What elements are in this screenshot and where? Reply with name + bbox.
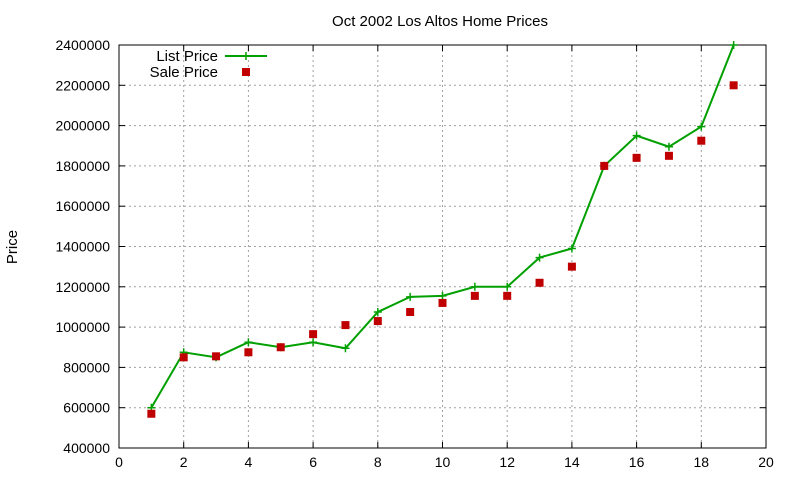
x-tick-label: 4 bbox=[245, 454, 253, 470]
sale-price-point bbox=[535, 278, 544, 287]
list-price-point bbox=[503, 282, 512, 291]
x-tick-label: 20 bbox=[758, 454, 774, 470]
y-tick-label: 600000 bbox=[63, 400, 110, 416]
y-tick-label: 1000000 bbox=[55, 319, 110, 335]
y-tick-label: 2200000 bbox=[55, 77, 110, 93]
sale-price-point bbox=[632, 153, 641, 162]
list-price-point bbox=[664, 142, 673, 151]
x-tick-label: 18 bbox=[694, 454, 710, 470]
x-tick-label: 10 bbox=[435, 454, 451, 470]
legend: List Price Sale Price bbox=[150, 48, 267, 81]
list-price-point bbox=[309, 338, 318, 347]
x-tick-label: 2 bbox=[180, 454, 188, 470]
series-layer bbox=[147, 41, 738, 418]
sale-price-point bbox=[503, 291, 512, 300]
sale-price-point bbox=[697, 136, 706, 145]
y-tick-label: 2000000 bbox=[55, 118, 110, 134]
sale-price-point bbox=[147, 409, 156, 418]
sale-price-point bbox=[309, 330, 318, 339]
sale-price-point bbox=[470, 291, 479, 300]
legend-swatches bbox=[225, 52, 267, 76]
x-tick-label: 0 bbox=[115, 454, 123, 470]
sale-price-point bbox=[600, 161, 609, 170]
x-tick-label: 6 bbox=[309, 454, 317, 470]
legend-swatch-list-price-marker bbox=[242, 52, 250, 60]
list-price-point bbox=[729, 41, 738, 49]
y-tick-label: 1800000 bbox=[55, 158, 110, 174]
sale-price-point bbox=[438, 298, 447, 307]
x-tick-label: 16 bbox=[629, 454, 645, 470]
sale-price-point bbox=[212, 352, 221, 361]
x-tick-label: 8 bbox=[374, 454, 382, 470]
list-price-point bbox=[341, 344, 350, 353]
list-price-point bbox=[244, 338, 253, 347]
sale-price-point bbox=[373, 317, 382, 326]
y-tick-label: 2400000 bbox=[55, 37, 110, 53]
y-tick-label: 1400000 bbox=[55, 239, 110, 255]
legend-label-sale-price: Sale Price bbox=[150, 64, 218, 81]
sale-price-point bbox=[406, 307, 415, 316]
list-price-point bbox=[567, 244, 576, 253]
sale-price-point bbox=[244, 348, 253, 357]
y-tick-label: 1600000 bbox=[55, 198, 110, 214]
y-tick-label: 800000 bbox=[63, 359, 110, 375]
sale-price-point bbox=[729, 81, 738, 90]
legend-label-list-price: List Price bbox=[156, 48, 218, 65]
grid bbox=[119, 45, 766, 448]
list-price-point bbox=[697, 122, 706, 131]
sale-price-point bbox=[179, 353, 188, 362]
list-price-point bbox=[632, 131, 641, 140]
legend-swatch-sale-price bbox=[242, 68, 250, 76]
x-tick-label: 12 bbox=[499, 454, 515, 470]
list-price-point bbox=[438, 291, 447, 300]
chart-title: Oct 2002 Los Altos Home Prices bbox=[332, 13, 548, 30]
list-price-point bbox=[470, 282, 479, 291]
sale-price-point bbox=[664, 151, 673, 160]
sale-price-point bbox=[276, 343, 285, 352]
y-tick-label: 1200000 bbox=[55, 279, 110, 295]
y-axis-label: Price bbox=[4, 230, 21, 264]
y-tick-label: 400000 bbox=[63, 440, 110, 456]
x-tick-label: 14 bbox=[564, 454, 580, 470]
sale-price-point bbox=[567, 262, 576, 271]
list-price-point bbox=[373, 307, 382, 316]
list-price-point bbox=[535, 253, 544, 262]
sale-price-point bbox=[341, 321, 350, 330]
list-price-point bbox=[406, 292, 415, 301]
axis-ticks: 0 2 4 6 8 10 12 14 16 18 20 400000 600000 800000 10000… bbox=[55, 37, 774, 470]
